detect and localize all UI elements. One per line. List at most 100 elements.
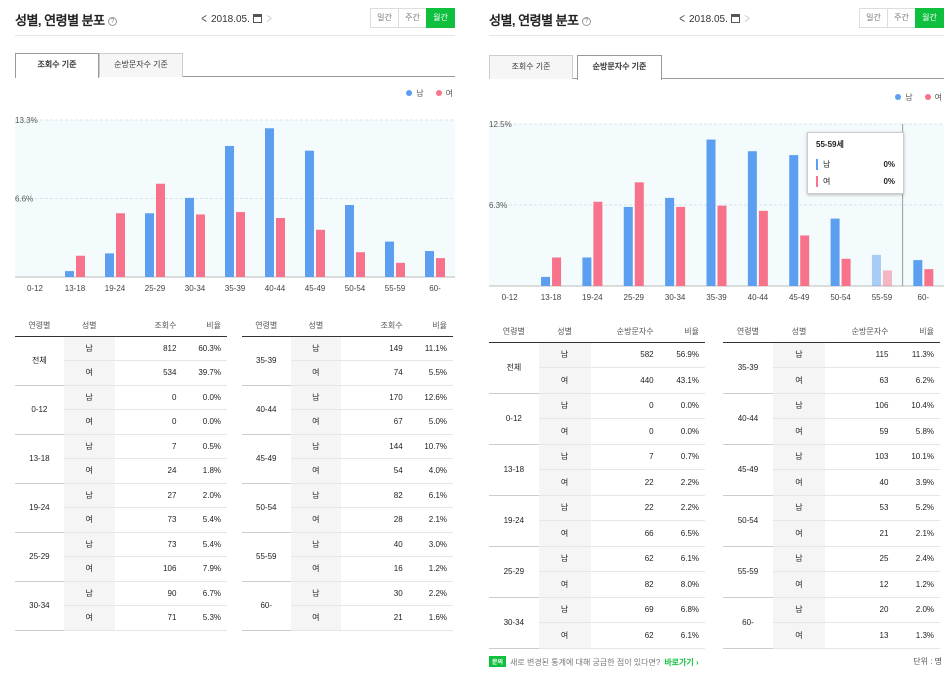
bar-male-50-54[interactable] [345, 204, 354, 277]
table-row: 전체 남 582 56.9% [489, 342, 705, 394]
bar-male-19-24[interactable] [105, 253, 114, 277]
bar-female-19-24[interactable] [116, 213, 125, 277]
ratio-cell: 2.0% [894, 597, 940, 623]
period-daily-button[interactable]: 일간 [859, 8, 888, 28]
legend-female[interactable]: 여 [435, 88, 453, 99]
column-header[interactable]: 비율 [659, 322, 705, 343]
bar-female-60-[interactable] [436, 258, 445, 277]
bar-female-45-49[interactable] [800, 235, 810, 286]
ratio-cell: 5.4% [182, 507, 227, 533]
bar-male-60-[interactable] [913, 260, 923, 286]
gender-cell: 여 [772, 418, 825, 445]
ratio-cell: 2.2% [659, 495, 705, 521]
column-header[interactable]: 조회수 [114, 316, 183, 337]
y-tick-label: 6.3% [489, 201, 507, 210]
bar-female-50-54[interactable] [356, 252, 365, 277]
bar-male-60-[interactable] [425, 251, 434, 277]
column-header[interactable]: 비율 [894, 322, 940, 343]
bar-female-30-34[interactable] [676, 206, 686, 286]
period-monthly-button[interactable]: 월간 [426, 8, 455, 28]
column-header[interactable]: 비율 [182, 316, 227, 337]
bar-male-45-49[interactable] [305, 150, 314, 277]
table-row: 40-44 남 170 12.6% [242, 385, 453, 435]
tab-views[interactable]: 조회수 기준 [489, 55, 573, 79]
bar-male-40-44[interactable] [265, 128, 274, 277]
column-header[interactable]: 연령별 [489, 322, 539, 343]
bar-male-50-54[interactable] [830, 218, 840, 286]
bar-female-30-34[interactable] [196, 214, 205, 277]
bar-male-55-59[interactable] [385, 241, 394, 277]
bar-female-55-59[interactable] [882, 270, 892, 286]
help-icon[interactable]: ? [581, 17, 591, 26]
tab-visitors[interactable]: 순방문자수 기준 [99, 53, 183, 77]
bar-male-25-29[interactable] [623, 206, 633, 286]
bar-female-35-39[interactable] [236, 212, 245, 277]
x-tick-label: 45-49 [305, 284, 326, 293]
bar-male-40-44[interactable] [747, 151, 757, 286]
tab-visitors[interactable]: 순방문자수 기준 [577, 55, 662, 80]
bar-male-55-59[interactable] [871, 254, 881, 286]
bar-female-13-18[interactable] [552, 257, 562, 286]
column-header[interactable]: 비율 [408, 316, 453, 337]
table-row: 13-18 남 7 0.7% [489, 444, 705, 496]
bar-male-13-18[interactable] [541, 276, 551, 286]
column-header[interactable]: 성별 [772, 322, 825, 343]
count-cell: 149 [341, 336, 409, 361]
bar-male-30-34[interactable] [185, 197, 194, 277]
inquiry-link[interactable]: 바로가기 › [664, 658, 699, 667]
table-row: 45-49 남 103 10.1% [723, 444, 940, 496]
prev-month-icon[interactable]: < [201, 10, 207, 26]
help-icon[interactable]: ? [107, 17, 117, 26]
bar-female-40-44[interactable] [276, 217, 285, 277]
column-header[interactable]: 성별 [63, 316, 115, 337]
column-header[interactable]: 성별 [290, 316, 342, 337]
prev-month-icon[interactable]: < [679, 10, 685, 26]
calendar-icon[interactable] [730, 14, 740, 23]
x-tick-label: 0-12 [27, 284, 44, 293]
bar-female-19-24[interactable] [593, 201, 603, 286]
bar-male-45-49[interactable] [789, 155, 799, 286]
period-weekly-button[interactable]: 주간 [887, 8, 916, 28]
period-daily-button[interactable]: 일간 [370, 8, 399, 28]
bar-male-13-18[interactable] [65, 271, 74, 277]
legend-female[interactable]: 여 [924, 92, 942, 103]
bar-male-35-39[interactable] [706, 139, 716, 286]
bar-female-60-[interactable] [924, 269, 934, 286]
gender-cell: 남 [290, 434, 342, 459]
bar-female-35-39[interactable] [717, 205, 727, 286]
column-header[interactable]: 순방문자수 [590, 322, 660, 343]
legend-male-label: 남 [905, 93, 913, 102]
column-header[interactable]: 조회수 [341, 316, 409, 337]
ratio-cell: 7.9% [182, 556, 227, 582]
bar-male-30-34[interactable] [665, 197, 675, 286]
count-cell: 106 [114, 556, 183, 582]
gender-cell: 여 [290, 409, 342, 435]
column-header[interactable]: 성별 [538, 322, 591, 343]
column-header[interactable]: 연령별 [15, 316, 64, 337]
column-header[interactable]: 연령별 [723, 322, 773, 343]
legend-male[interactable]: 남 [406, 88, 424, 99]
bar-female-50-54[interactable] [841, 258, 851, 286]
ratio-cell: 2.0% [182, 483, 227, 508]
count-cell: 40 [824, 469, 895, 496]
calendar-icon[interactable] [252, 14, 262, 23]
current-date: 2018.05. [688, 14, 728, 25]
legend-male[interactable]: 남 [895, 92, 913, 103]
period-monthly-button[interactable]: 월간 [915, 8, 944, 28]
bar-male-25-29[interactable] [145, 213, 154, 277]
tab-views[interactable]: 조회수 기준 [15, 53, 99, 78]
bar-female-13-18[interactable] [76, 255, 85, 277]
bar-female-40-44[interactable] [758, 210, 768, 286]
bar-male-19-24[interactable] [582, 257, 592, 286]
column-header[interactable]: 순방문자수 [824, 322, 895, 343]
age-group-cell: 전체 [15, 336, 64, 386]
bar-female-25-29[interactable] [634, 182, 644, 286]
x-tick-label: 60- [918, 293, 930, 302]
bar-female-55-59[interactable] [396, 262, 405, 277]
period-weekly-button[interactable]: 주간 [398, 8, 427, 28]
bar-female-45-49[interactable] [316, 229, 325, 277]
bar-male-35-39[interactable] [225, 145, 234, 277]
bar-female-25-29[interactable] [156, 183, 165, 277]
column-header[interactable]: 연령별 [242, 316, 291, 337]
ratio-cell: 0.0% [182, 385, 227, 410]
